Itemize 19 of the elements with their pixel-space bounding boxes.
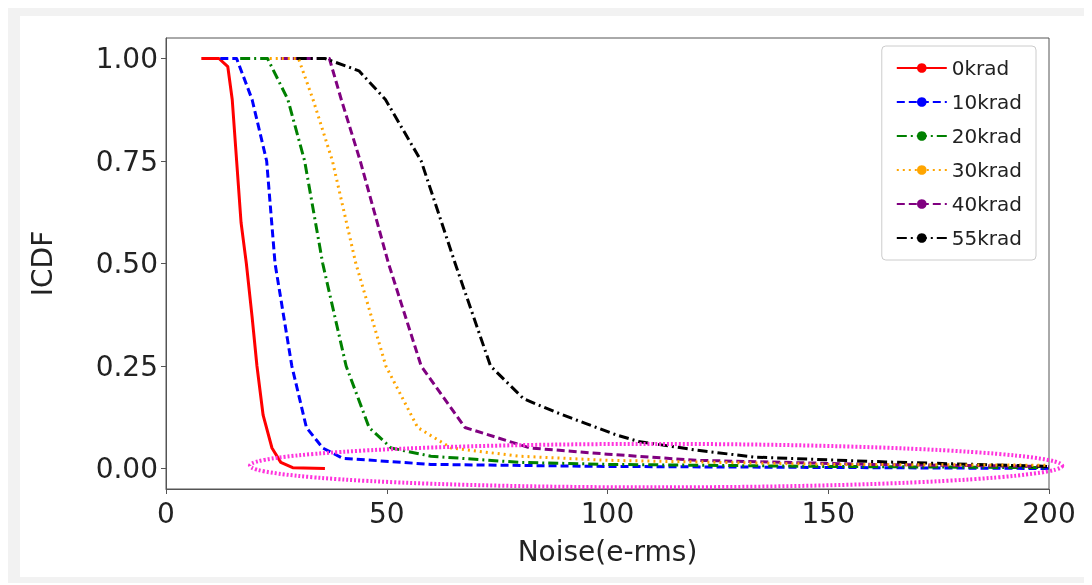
x-tick-label: 150	[801, 496, 855, 530]
y-tick-label: 0.25	[95, 349, 158, 383]
legend-label: 30krad	[951, 158, 1023, 182]
y-axis-title: ICDF	[25, 230, 59, 297]
legend-label: 20krad	[951, 124, 1023, 148]
x-tick-label: 200	[1022, 496, 1076, 530]
x-tick-label: 50	[368, 496, 405, 530]
legend-label: 0krad	[951, 56, 1010, 80]
x-tick-label: 0	[157, 496, 175, 530]
legend-label: 40krad	[951, 192, 1023, 216]
line-series	[199, 57, 327, 470]
y-tick-label: 0.00	[95, 452, 158, 485]
y-tick-label: 0.75	[95, 144, 158, 178]
x-tick-label: 100	[580, 496, 635, 530]
legend-label: 55krad	[951, 226, 1023, 250]
x-axis-title: Noise(e-rms)	[517, 534, 698, 568]
legend-label: 10krad	[951, 90, 1023, 114]
y-tick-label: 1.00	[95, 42, 158, 75]
y-tick-label: 0.50	[95, 247, 158, 280]
